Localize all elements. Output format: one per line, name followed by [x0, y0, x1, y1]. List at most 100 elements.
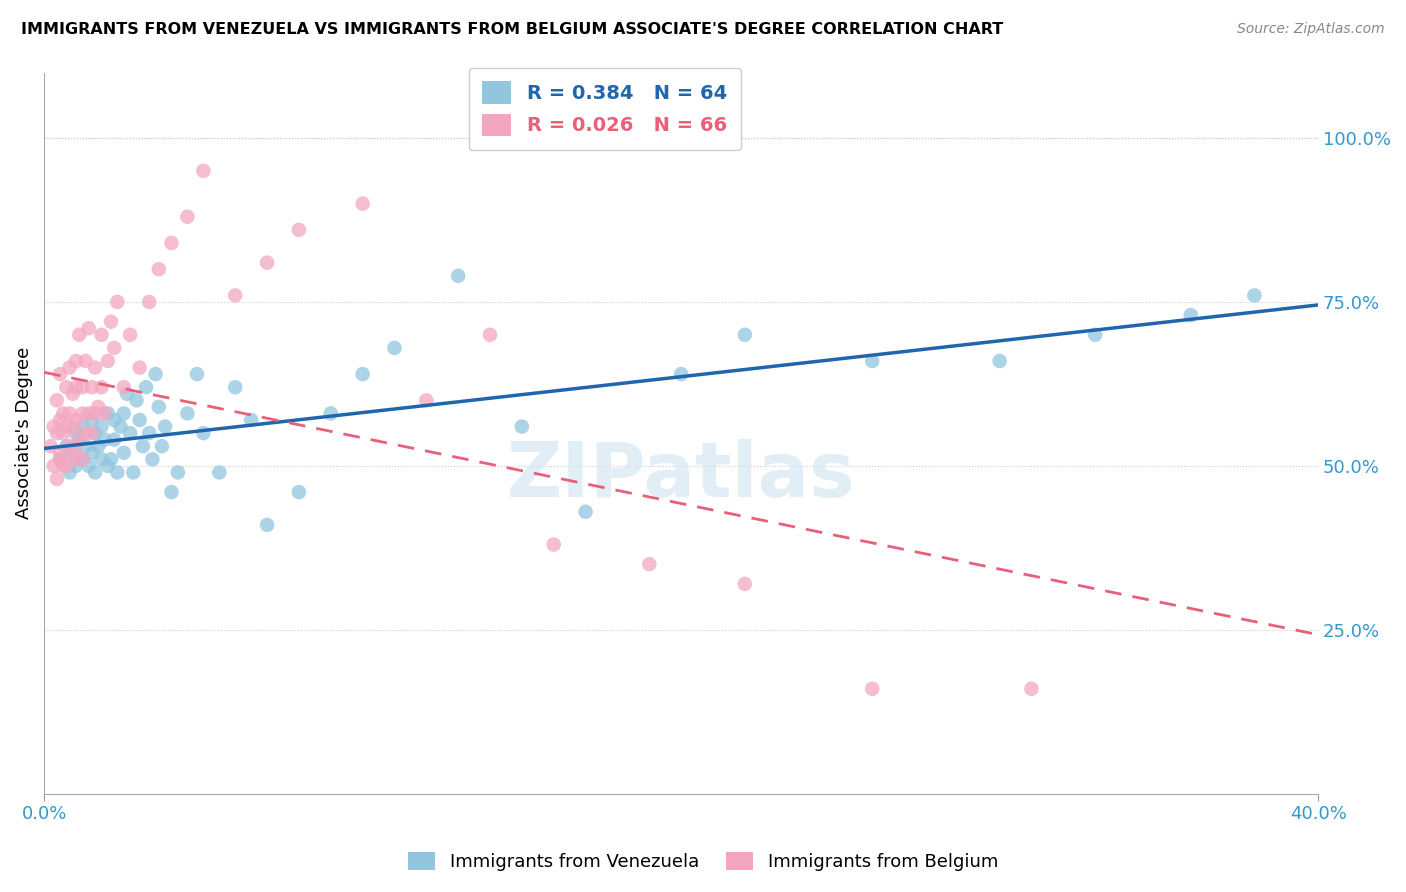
Point	[55, 380, 77, 394]
Point	[112, 380, 135, 394]
Point	[112, 406, 135, 420]
Point	[67, 433, 90, 447]
Point	[128, 413, 150, 427]
Point	[256, 255, 278, 269]
Point	[80, 446, 103, 460]
Point	[160, 485, 183, 500]
Point	[176, 210, 198, 224]
Point	[72, 380, 94, 394]
Point	[141, 452, 163, 467]
Point	[65, 413, 87, 427]
Point	[110, 419, 132, 434]
Point	[112, 446, 135, 460]
Point	[97, 354, 120, 368]
Point	[87, 400, 110, 414]
Point	[49, 452, 72, 467]
Point	[100, 315, 122, 329]
Point	[105, 466, 128, 480]
Point	[176, 406, 198, 420]
Point	[97, 406, 120, 420]
Point	[45, 426, 67, 441]
Point	[52, 458, 75, 473]
Point	[65, 354, 87, 368]
Point	[860, 681, 883, 696]
Point	[105, 295, 128, 310]
Point	[120, 426, 142, 441]
Point	[62, 386, 84, 401]
Point	[150, 439, 173, 453]
Point	[734, 577, 756, 591]
Point	[80, 380, 103, 394]
Point	[1243, 288, 1265, 302]
Point	[93, 406, 115, 420]
Point	[319, 406, 342, 420]
Point	[58, 360, 80, 375]
Point	[80, 426, 103, 441]
Point	[72, 452, 94, 467]
Point	[67, 327, 90, 342]
Point	[77, 406, 100, 420]
Point	[39, 439, 62, 453]
Point	[510, 419, 533, 434]
Point	[860, 354, 883, 368]
Point	[193, 426, 215, 441]
Point	[1021, 681, 1043, 696]
Point	[988, 354, 1011, 368]
Point	[75, 439, 97, 453]
Point	[543, 537, 565, 551]
Text: ZIPatlas: ZIPatlas	[506, 440, 855, 514]
Point	[72, 406, 94, 420]
Point	[65, 458, 87, 473]
Point	[62, 452, 84, 467]
Point	[93, 433, 115, 447]
Point	[49, 446, 72, 460]
Point	[208, 466, 231, 480]
Point	[97, 458, 120, 473]
Point	[128, 360, 150, 375]
Point	[90, 452, 112, 467]
Y-axis label: Associate's Degree: Associate's Degree	[15, 347, 32, 519]
Point	[55, 458, 77, 473]
Point	[135, 380, 157, 394]
Point	[103, 341, 125, 355]
Point	[84, 426, 107, 441]
Point	[49, 367, 72, 381]
Point	[384, 341, 406, 355]
Point	[352, 196, 374, 211]
Point	[77, 458, 100, 473]
Point	[574, 505, 596, 519]
Point	[103, 433, 125, 447]
Point	[90, 419, 112, 434]
Point	[62, 419, 84, 434]
Point	[122, 466, 145, 480]
Point	[58, 439, 80, 453]
Point	[58, 466, 80, 480]
Point	[90, 380, 112, 394]
Point	[224, 380, 246, 394]
Point	[120, 327, 142, 342]
Point	[58, 406, 80, 420]
Point	[479, 327, 502, 342]
Point	[55, 419, 77, 434]
Point	[55, 439, 77, 453]
Point	[288, 223, 311, 237]
Point	[62, 446, 84, 460]
Point	[45, 393, 67, 408]
Point	[80, 413, 103, 427]
Point	[49, 413, 72, 427]
Point	[447, 268, 470, 283]
Point	[52, 426, 75, 441]
Point	[84, 466, 107, 480]
Point	[52, 406, 75, 420]
Point	[84, 406, 107, 420]
Point	[115, 386, 138, 401]
Point	[224, 288, 246, 302]
Point	[75, 426, 97, 441]
Point	[288, 485, 311, 500]
Point	[193, 164, 215, 178]
Point	[186, 367, 208, 381]
Point	[145, 367, 167, 381]
Legend: Immigrants from Venezuela, Immigrants from Belgium: Immigrants from Venezuela, Immigrants fr…	[401, 845, 1005, 879]
Point	[167, 466, 190, 480]
Point	[125, 393, 148, 408]
